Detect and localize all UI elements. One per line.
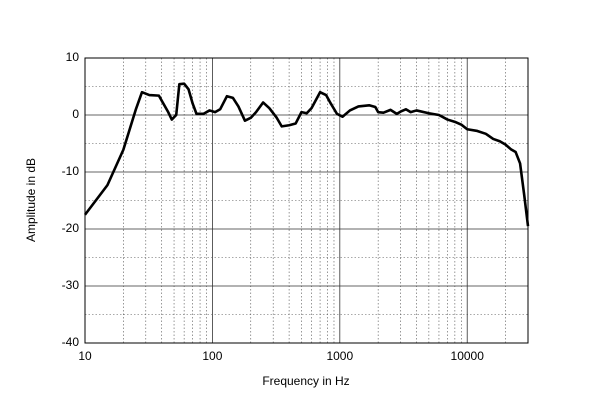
x-tick-label: 10 [78, 349, 92, 363]
y-tick-label: -10 [62, 164, 80, 178]
y-axis-label: Amplitude in dB [24, 158, 38, 242]
x-axis-label: Frequency in Hz [262, 374, 349, 388]
y-tick-label: -20 [62, 221, 80, 235]
y-tick-label: -30 [62, 278, 80, 292]
y-tick-label: 0 [72, 107, 79, 121]
y-tick-label: 10 [66, 50, 80, 64]
plot-frame [84, 57, 529, 344]
response-line [83, 82, 530, 227]
y-tick-label: -40 [62, 335, 80, 349]
x-tick-label: 10000 [451, 349, 485, 363]
x-tick-label: 100 [202, 349, 222, 363]
x-tick-label: 1000 [326, 349, 353, 363]
